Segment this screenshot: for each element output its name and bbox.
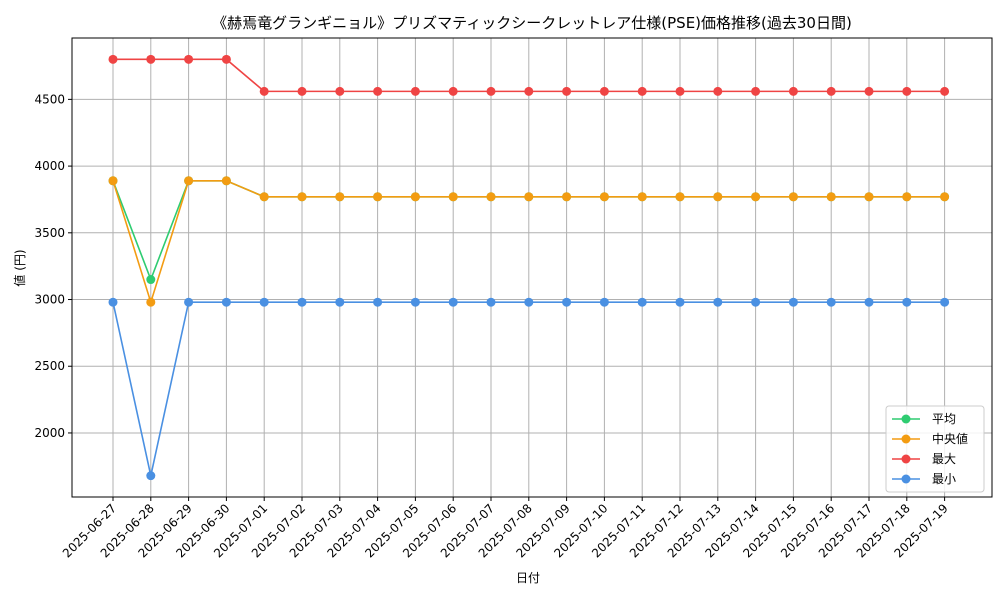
data-point — [335, 86, 345, 96]
data-point — [826, 86, 836, 96]
data-point — [940, 297, 950, 307]
data-point — [902, 297, 912, 307]
chart-title: 《赫焉竜グランギニョル》プリズマティックシークレットレア仕様(PSE)価格推移(… — [212, 14, 852, 32]
grid — [72, 38, 992, 497]
data-point — [751, 192, 761, 202]
x-axis-label: 日付 — [516, 571, 540, 585]
data-point — [146, 275, 156, 285]
data-point — [259, 192, 269, 202]
series-最小 — [108, 297, 950, 481]
data-point — [864, 297, 874, 307]
data-point — [599, 297, 609, 307]
data-point — [259, 86, 269, 96]
data-point — [864, 192, 874, 202]
y-axis-ticks: 2000 2500 3000 3500 4000 4500 — [34, 92, 72, 440]
data-point — [940, 192, 950, 202]
data-point — [448, 297, 458, 307]
data-point — [373, 86, 383, 96]
legend-label: 中央値 — [932, 431, 968, 446]
data-point — [486, 192, 496, 202]
legend-marker — [901, 454, 911, 464]
data-point — [637, 86, 647, 96]
data-point — [448, 192, 458, 202]
data-point — [373, 192, 383, 202]
data-point — [184, 54, 194, 64]
data-point — [524, 297, 534, 307]
data-point — [108, 176, 118, 186]
data-point — [675, 192, 685, 202]
data-point — [675, 86, 685, 96]
data-point — [713, 86, 723, 96]
data-point — [221, 297, 231, 307]
data-point — [486, 297, 496, 307]
data-point — [562, 86, 572, 96]
legend-box — [885, 405, 985, 493]
legend-label: 平均 — [932, 412, 956, 426]
plot-frame — [71, 37, 993, 498]
data-point — [788, 192, 798, 202]
y-axis-label: 値 (円) — [12, 249, 27, 286]
data-point — [297, 192, 307, 202]
legend-label: 最小 — [932, 472, 956, 486]
data-point — [184, 297, 194, 307]
data-point — [524, 86, 534, 96]
data-point — [410, 297, 420, 307]
data-point — [599, 86, 609, 96]
y-tick-label: 3500 — [34, 226, 65, 240]
data-point — [184, 176, 194, 186]
data-point — [826, 192, 836, 202]
data-point — [940, 86, 950, 96]
data-point — [751, 86, 761, 96]
data-point — [146, 54, 156, 64]
y-tick-label: 2000 — [34, 426, 65, 440]
data-point — [524, 192, 534, 202]
series-最大 — [108, 54, 950, 96]
data-point — [259, 297, 269, 307]
data-point — [486, 86, 496, 96]
data-point — [297, 86, 307, 96]
data-point — [675, 297, 685, 307]
data-point — [562, 192, 572, 202]
data-point — [599, 192, 609, 202]
data-point — [713, 192, 723, 202]
data-point — [373, 297, 383, 307]
legend-marker — [901, 414, 911, 424]
data-point — [864, 86, 874, 96]
data-point — [448, 86, 458, 96]
data-point — [788, 86, 798, 96]
y-tick-label: 4000 — [34, 159, 65, 173]
data-point — [146, 471, 156, 481]
data-point — [410, 86, 420, 96]
data-point — [410, 192, 420, 202]
data-point — [221, 54, 231, 64]
data-point — [297, 297, 307, 307]
legend-label: 最大 — [932, 452, 956, 466]
data-point — [637, 297, 647, 307]
legend-marker — [901, 434, 911, 444]
data-point — [751, 297, 761, 307]
legend-marker — [901, 474, 911, 484]
data-point — [713, 297, 723, 307]
data-point — [902, 192, 912, 202]
series-中央値 — [108, 176, 950, 307]
data-point — [826, 297, 836, 307]
data-point — [108, 54, 118, 64]
y-tick-label: 4500 — [34, 92, 65, 106]
data-point — [335, 192, 345, 202]
data-point — [637, 192, 647, 202]
x-axis-ticks: 2025-06-272025-06-282025-06-292025-06-30… — [60, 497, 951, 560]
data-point — [108, 297, 118, 307]
y-tick-label: 2500 — [34, 359, 65, 373]
data-point — [335, 297, 345, 307]
y-tick-label: 3000 — [34, 293, 65, 307]
data-point — [146, 297, 156, 307]
data-point — [562, 297, 572, 307]
data-point — [902, 86, 912, 96]
series-layer — [108, 54, 950, 481]
data-point — [788, 297, 798, 307]
data-point — [221, 176, 231, 186]
